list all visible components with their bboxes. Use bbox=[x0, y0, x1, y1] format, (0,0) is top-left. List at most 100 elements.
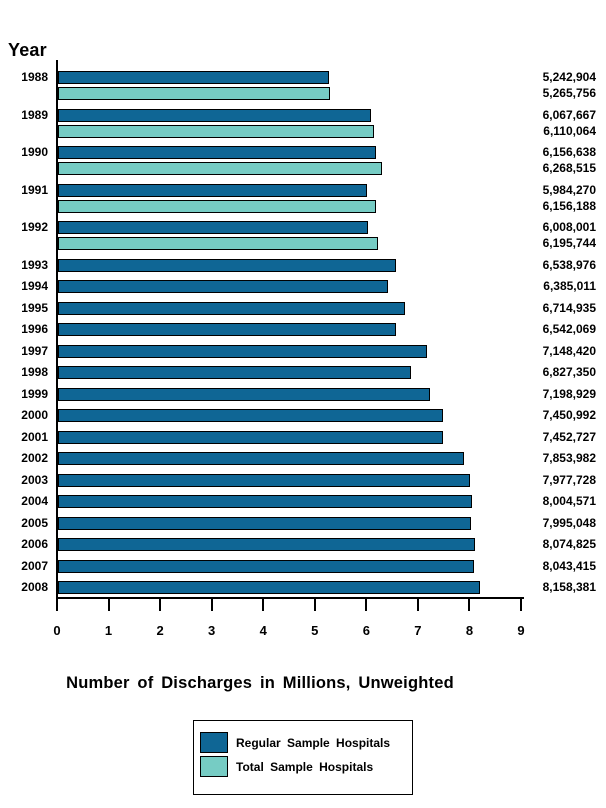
value-labels-2003: 7,977,728 bbox=[523, 473, 606, 487]
year-label-1993: 1993 bbox=[21, 257, 48, 272]
year-label-1990: 1990 bbox=[21, 145, 48, 159]
value-labels-1993: 6,538,976 bbox=[523, 257, 606, 272]
year-row-1994: 1994 6,385,011 bbox=[0, 280, 606, 293]
value-total-1992: 6,195,744 bbox=[542, 236, 596, 250]
value-labels-1990: 6,156,638 6,268,515 bbox=[523, 146, 606, 175]
value-labels-1994: 6,385,011 bbox=[523, 280, 606, 293]
year-row-2005: 2005 7,995,048 bbox=[0, 515, 606, 530]
value-regular-1994: 6,385,011 bbox=[543, 279, 596, 293]
bar-regular-1998 bbox=[58, 366, 411, 379]
value-regular-2006: 8,074,825 bbox=[542, 537, 596, 551]
bars-2007 bbox=[58, 559, 523, 573]
bars-1988 bbox=[58, 71, 523, 100]
value-regular-1989: 6,067,667 bbox=[542, 107, 596, 122]
value-labels-1991: 5,984,270 6,156,188 bbox=[523, 182, 606, 213]
legend-item-0: Regular Sample Hospitals bbox=[200, 732, 412, 753]
bar-regular-1989 bbox=[58, 108, 372, 122]
bars-2000 bbox=[58, 409, 523, 422]
x-tick-0 bbox=[56, 599, 58, 611]
value-regular-1995: 6,714,935 bbox=[542, 300, 596, 315]
value-regular-1991: 5,984,270 bbox=[542, 182, 596, 197]
x-axis-title: Number of Discharges in Millions, Unweig… bbox=[66, 674, 454, 692]
year-label-1997: 1997 bbox=[21, 343, 48, 358]
bar-regular-2006 bbox=[58, 538, 476, 551]
year-label-1996: 1996 bbox=[21, 322, 48, 336]
value-labels-2002: 7,853,982 bbox=[523, 452, 606, 465]
year-label-2007: 2007 bbox=[21, 558, 48, 573]
year-row-2001: 2001 7,452,727 bbox=[0, 429, 606, 444]
bar-regular-1995 bbox=[58, 301, 405, 315]
year-label-1992: 1992 bbox=[21, 220, 48, 234]
value-regular-1996: 6,542,069 bbox=[542, 322, 596, 336]
value-labels-2007: 8,043,415 bbox=[523, 558, 606, 573]
bars-1990 bbox=[58, 146, 523, 175]
value-regular-2001: 7,452,727 bbox=[542, 429, 596, 444]
year-row-2002: 2002 7,853,982 bbox=[0, 452, 606, 465]
y-axis-line bbox=[56, 60, 58, 597]
bar-regular-1997 bbox=[58, 344, 428, 358]
x-tick-3 bbox=[210, 599, 213, 611]
value-regular-1999: 7,198,929 bbox=[542, 386, 596, 401]
bar-total-1992 bbox=[58, 237, 379, 250]
x-tick-label-8: 8 bbox=[465, 623, 474, 638]
x-tick-label-9: 9 bbox=[517, 623, 525, 638]
bar-regular-2007 bbox=[58, 559, 474, 573]
legend-label-0: Regular Sample Hospitals bbox=[236, 735, 391, 750]
x-tick-label-1: 1 bbox=[104, 623, 113, 638]
bar-regular-2004 bbox=[58, 495, 472, 508]
year-label-1994: 1994 bbox=[21, 279, 48, 293]
bars-2002 bbox=[58, 452, 523, 465]
bar-total-1989 bbox=[58, 124, 374, 138]
value-regular-2007: 8,043,415 bbox=[542, 558, 596, 573]
bar-regular-2003 bbox=[58, 473, 471, 487]
x-tick-1 bbox=[107, 599, 110, 611]
bar-regular-2008 bbox=[58, 581, 480, 594]
value-labels-1997: 7,148,420 bbox=[523, 344, 606, 358]
year-row-1999: 1999 7,198,929 bbox=[0, 386, 606, 401]
year-row-1996: 1996 6,542,069 bbox=[0, 323, 606, 336]
year-row-1993: 1993 6,538,976 bbox=[0, 257, 606, 272]
year-label-1988: 1988 bbox=[21, 70, 48, 84]
year-label-2001: 2001 bbox=[21, 429, 48, 444]
bars-2004 bbox=[58, 495, 523, 508]
year-row-2000: 2000 7,450,992 bbox=[0, 409, 606, 422]
year-label-2002: 2002 bbox=[21, 451, 48, 465]
bar-total-1988 bbox=[58, 87, 331, 100]
bars-2008 bbox=[58, 581, 523, 594]
bar-regular-1988 bbox=[58, 71, 329, 84]
year-row-2006: 2006 8,074,825 bbox=[0, 538, 606, 551]
value-labels-2008: 8,158,381 bbox=[523, 581, 606, 594]
value-regular-1993: 6,538,976 bbox=[542, 257, 596, 272]
bar-regular-1990 bbox=[58, 146, 377, 159]
bar-rows: 1988 5,242,904 5,265,756 1989 6,067,667 6,110… bbox=[0, 71, 606, 594]
value-labels-2001: 7,452,727 bbox=[523, 429, 606, 444]
legend: Regular Sample Hospitals Total Sample Hos… bbox=[193, 720, 413, 795]
bar-total-1991 bbox=[58, 199, 377, 213]
bar-regular-2001 bbox=[58, 430, 444, 444]
bar-regular-2000 bbox=[58, 409, 443, 422]
bars-1989 bbox=[58, 108, 523, 138]
year-row-1997: 1997 7,148,420 bbox=[0, 343, 606, 358]
value-total-1989: 6,110,064 bbox=[543, 123, 596, 138]
bars-1993 bbox=[58, 258, 523, 272]
y-axis-title: Year bbox=[8, 40, 47, 60]
x-tick-label-2: 2 bbox=[156, 623, 164, 638]
x-tick-7 bbox=[416, 599, 419, 611]
bar-regular-1992 bbox=[58, 221, 369, 234]
bar-regular-1999 bbox=[58, 387, 430, 401]
value-regular-1998: 6,827,350 bbox=[542, 365, 596, 379]
value-labels-2006: 8,074,825 bbox=[523, 538, 606, 551]
year-label-2000: 2000 bbox=[21, 408, 48, 422]
year-label-2006: 2006 bbox=[21, 537, 48, 551]
year-label-2005: 2005 bbox=[21, 515, 48, 530]
year-row-2004: 2004 8,004,571 bbox=[0, 495, 606, 508]
x-tick-label-6: 6 bbox=[362, 623, 370, 638]
bars-2001 bbox=[58, 430, 523, 444]
value-regular-2000: 7,450,992 bbox=[542, 408, 596, 422]
value-labels-2000: 7,450,992 bbox=[523, 409, 606, 422]
value-labels-1998: 6,827,350 bbox=[523, 366, 606, 379]
bars-2006 bbox=[58, 538, 523, 551]
bars-2005 bbox=[58, 516, 523, 530]
legend-label-1: Total Sample Hospitals bbox=[236, 759, 374, 774]
